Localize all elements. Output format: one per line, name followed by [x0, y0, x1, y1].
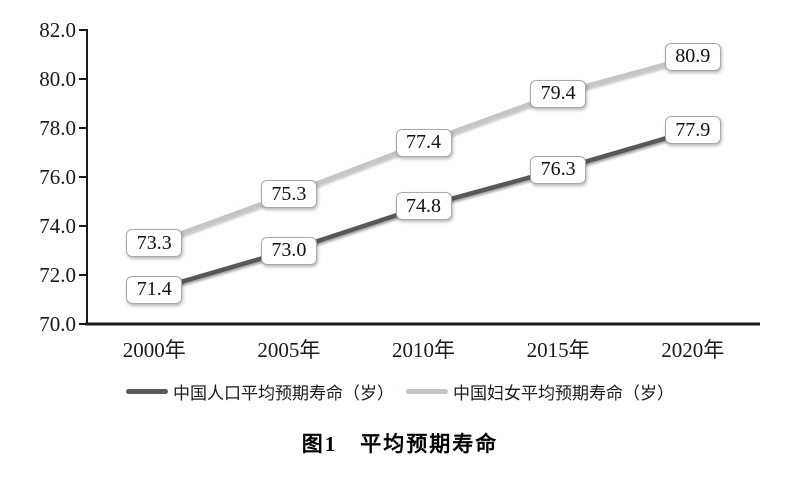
legend-swatch-icon: [126, 389, 168, 394]
x-tick-label: 2005年: [257, 338, 321, 362]
data-label-series0-pt2: 74.8: [395, 192, 452, 221]
y-tick-label: 74.0: [39, 214, 76, 238]
x-tick-label: 2015年: [526, 338, 590, 362]
legend: 中国人口平均预期寿命（岁） 中国妇女平均预期寿命（岁）: [0, 379, 800, 404]
data-label-series0-pt1: 73.0: [260, 236, 317, 265]
data-label-series1-pt3: 79.4: [530, 79, 587, 108]
y-tick-label: 78.0: [39, 116, 76, 140]
x-tick-label: 2020年: [661, 338, 725, 362]
legend-label: 中国妇女平均预期寿命（岁）: [453, 384, 674, 403]
y-tick-label: 82.0: [39, 18, 76, 42]
legend-item-0: 中国人口平均预期寿命（岁）: [126, 379, 394, 404]
x-tick-label: 2010年: [392, 338, 455, 362]
y-tick-label: 72.0: [39, 263, 76, 287]
legend-item-1: 中国妇女平均预期寿命（岁）: [406, 379, 674, 404]
y-tick-label: 80.0: [39, 67, 76, 91]
chart-title: 图1 平均预期寿命: [301, 432, 499, 456]
data-label-series0-pt0: 71.4: [126, 275, 183, 304]
x-tick-label: 2000年: [122, 338, 186, 362]
data-label-series1-pt1: 75.3: [260, 180, 317, 209]
data-label-series0-pt3: 76.3: [530, 155, 587, 184]
y-tick-label: 76.0: [39, 165, 76, 189]
data-label-series1-pt4: 80.9: [664, 42, 721, 71]
y-tick-label: 70.0: [39, 312, 76, 336]
data-label-series1-pt2: 77.4: [395, 128, 452, 157]
legend-label: 中国人口平均预期寿命（岁）: [173, 384, 394, 403]
legend-swatch-icon: [406, 389, 448, 394]
data-label-series1-pt0: 73.3: [126, 229, 183, 258]
data-label-series0-pt4: 77.9: [664, 116, 721, 145]
